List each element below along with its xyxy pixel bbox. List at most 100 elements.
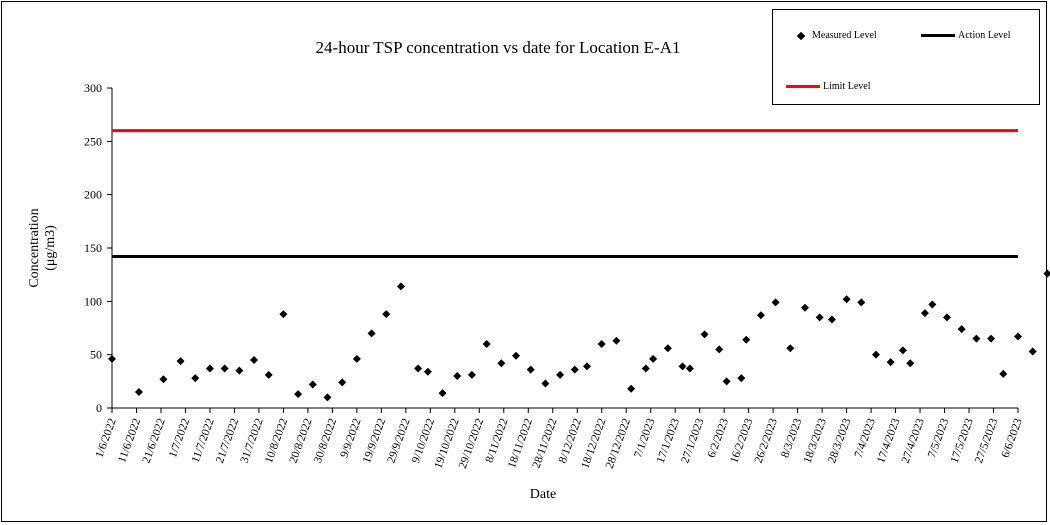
x-axis-label: Date [530, 487, 556, 502]
y-axis-label: Concentration [27, 208, 42, 287]
measured-point [685, 364, 694, 373]
x-tick-label: 17/1/2023 [655, 417, 682, 465]
measured-point [191, 374, 200, 383]
measured-point [220, 364, 229, 373]
x-tick-label: 8/12/2022 [557, 417, 584, 465]
measured-point [279, 310, 288, 319]
measured-point [920, 309, 929, 318]
x-tick-label: 29/9/2022 [385, 417, 412, 465]
x-tick-label: 9/9/2022 [338, 417, 363, 460]
measured-point [786, 344, 795, 353]
measured-point [898, 346, 907, 355]
measured-point [906, 359, 915, 368]
x-tick-label: 19/9/2022 [361, 417, 388, 465]
legend-item-measured: Measured Level [796, 30, 877, 41]
plot-area: 0 50 100 150 200 250 300 1/6/202211/6/202221/6/… [84, 81, 1050, 470]
measured-point [294, 390, 303, 399]
x-tick-label: 29/10/2022 [457, 417, 486, 471]
measured-point [771, 298, 780, 307]
measured-point [641, 364, 650, 373]
x-tick-label: 28/12/2022 [604, 417, 633, 471]
measured-point [556, 370, 565, 379]
measured-point [871, 350, 880, 359]
y-tick-label: 50 [90, 348, 102, 362]
measured-point [512, 351, 521, 360]
y-tick-label: 300 [84, 81, 102, 95]
red-line-icon [786, 85, 820, 88]
y-tick-label: 100 [84, 294, 102, 308]
measured-point [700, 330, 709, 339]
y-tick-label: 200 [84, 188, 102, 202]
x-tick-label: 1/6/2022 [94, 417, 119, 460]
measured-point [737, 374, 746, 383]
x-tick-label: 18/11/2022 [506, 417, 535, 470]
x-tick-label: 27/1/2023 [679, 417, 706, 465]
chart-title: 24-hour TSP concentration vs date for Lo… [316, 38, 681, 57]
x-tick-label: 21/6/2022 [141, 417, 168, 465]
measured-point [972, 334, 981, 343]
measured-point [423, 367, 432, 376]
measured-point [942, 313, 951, 322]
measured-point [722, 377, 731, 386]
measured-point [857, 298, 866, 307]
measured-point [108, 354, 116, 363]
measured-point [815, 313, 824, 322]
measured-point [987, 334, 996, 343]
x-tick-label: 8/11/2022 [484, 417, 511, 465]
x-tick-label: 6/6/2023 [1000, 417, 1025, 460]
x-tick-label: 6/2/2023 [706, 417, 731, 460]
measured-point [264, 370, 273, 379]
y-tick-label: 250 [84, 134, 102, 148]
measured-point [999, 369, 1008, 378]
x-tick-label: 30/8/2022 [312, 417, 339, 465]
x-tick-label: 17/5/2023 [949, 417, 976, 465]
measured-point [627, 384, 636, 393]
measured-point [205, 364, 214, 373]
measured-point [323, 393, 332, 402]
x-tick-label: 27/4/2023 [900, 417, 927, 465]
x-tick-label: 1/7/2022 [167, 417, 192, 460]
x-tick-label: 27/5/2023 [973, 417, 1000, 465]
measured-point [678, 362, 687, 371]
legend-label-measured: Measured Level [812, 30, 877, 41]
x-tick-label: 16/2/2023 [728, 417, 755, 465]
measured-point [541, 379, 550, 388]
x-tick-label: 31/7/2022 [239, 417, 266, 465]
measured-point [612, 336, 621, 345]
legend-label-limit: Limit Level [823, 81, 871, 92]
measured-point [250, 356, 259, 364]
measured-point [308, 380, 317, 389]
x-tick-label: 7/4/2023 [853, 417, 878, 460]
measured-point [467, 370, 476, 379]
measured-point [453, 372, 462, 380]
measured-point [482, 340, 491, 348]
x-tick-label: 8/3/2023 [779, 417, 804, 460]
legend: Measured Level Action Level Limit Level [772, 9, 1040, 105]
x-tick-label: 9/10/2022 [410, 417, 437, 465]
measured-point [928, 300, 937, 309]
measured-point [134, 388, 143, 396]
measured-point [663, 344, 672, 353]
measured-point [235, 366, 244, 375]
measured-point [800, 303, 809, 312]
y-tick-label: 150 [84, 241, 102, 255]
measured-point [1043, 269, 1050, 278]
x-tick-label: 26/2/2023 [753, 417, 780, 465]
measured-point [570, 365, 579, 374]
measured-point [338, 378, 347, 387]
measured-point [1014, 332, 1022, 341]
black-line-icon [921, 34, 955, 37]
legend-item-action: Action Level [921, 30, 1010, 41]
x-tick-label: 28/3/2023 [826, 417, 853, 465]
measured-point [382, 310, 391, 319]
y-axis-unit: (μg/m3) [43, 225, 58, 271]
x-tick-label: 11/6/2022 [116, 417, 143, 465]
x-tick-label: 17/4/2023 [875, 417, 902, 465]
legend-item-limit: Limit Level [786, 81, 871, 92]
x-tick-label: 28/11/2022 [531, 417, 560, 470]
y-tick-label: 0 [96, 401, 102, 415]
measured-point [159, 375, 168, 384]
measured-point [649, 354, 658, 363]
x-tick-label: 7/1/2023 [632, 417, 657, 460]
